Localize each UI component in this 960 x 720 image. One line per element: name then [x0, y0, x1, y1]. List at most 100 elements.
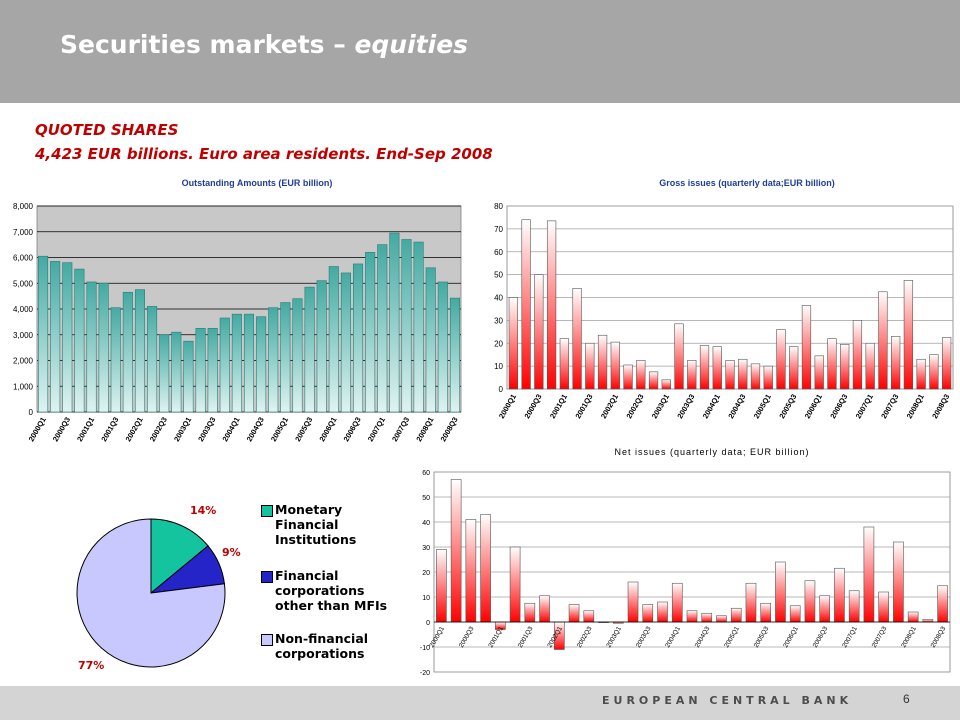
gross-issues-chart-bar: [776, 329, 786, 390]
outstanding-chart-y-tick-label: 5,000: [13, 279, 34, 288]
net-issues-chart-y-tick-label: 30: [422, 545, 430, 552]
net-issues-chart-bar: [465, 519, 477, 623]
subtitle-quoted-shares: QUOTED SHARES: [35, 121, 179, 139]
legend-swatch-nfc: [261, 634, 273, 646]
gross-issues-chart-y-tick-label: 0: [499, 385, 504, 394]
gross-issues-chart-y-tick-label: 80: [494, 202, 503, 211]
gross-issues-chart-x-tick-label: 2001Q3: [573, 393, 594, 421]
outstanding-chart-y-tick-label: 0: [29, 408, 34, 417]
outstanding-chart-title: Outstanding Amounts (EUR billion): [182, 178, 333, 188]
gross-issues-chart-bar: [725, 360, 735, 390]
outstanding-chart-y-tick-label: 1,000: [13, 382, 34, 391]
net-issues-chart-bar: [907, 611, 919, 623]
outstanding-chart-bar: [389, 232, 400, 413]
legend-nfc-line: Non-financial: [275, 631, 369, 646]
net-issues-chart-bar: [657, 601, 668, 623]
gross-issues-chart-x-tick-label: 2007Q1: [854, 393, 875, 421]
gross-issues-chart-x-tick-label: 2004Q1: [701, 393, 722, 421]
gross-issues-chart-x-tick-label: 2007Q3: [879, 393, 900, 421]
outstanding-chart-bar: [50, 261, 61, 413]
gross-issues-chart-x-tick-label: 2006Q3: [828, 393, 849, 421]
outstanding-chart-y-tick-label: 3,000: [13, 331, 34, 340]
net-issues-chart-bar: [848, 590, 860, 623]
gross-issues-chart-bar: [534, 274, 544, 390]
legend-label-nfc: Non-financial corporations: [275, 631, 368, 661]
gross-issues-chart-bar: [814, 355, 824, 390]
gross-issues-chart-x-tick-label: 2003Q1: [650, 393, 671, 421]
legend-mfi-line: Monetary: [275, 502, 343, 517]
gross-issues-chart-bar: [801, 305, 812, 390]
footer-bank-name: EUROPEAN CENTRAL BANK: [602, 694, 853, 707]
pie-label-fc: 9%: [222, 546, 241, 559]
outstanding-chart-bar: [256, 316, 267, 413]
outstanding-chart-x-tick-label: 2001Q1: [75, 416, 96, 444]
net-issues-chart-bar: [642, 604, 654, 623]
outstanding-chart-bar: [195, 328, 206, 413]
gross-issues-chart-x-tick-label: 2005Q3: [777, 393, 798, 421]
net-issues-chart-bar: [937, 585, 948, 623]
outstanding-chart-bar: [159, 334, 170, 413]
gross-issues-chart-bar: [699, 345, 710, 390]
gross-issues-chart-bar: [597, 334, 608, 390]
outstanding-chart-y-tick-label: 6,000: [13, 254, 34, 263]
net-issues-chart-y-tick-label: 10: [422, 595, 430, 602]
gross-issues-chart-x-tick-label: 2005Q1: [752, 393, 773, 421]
gross-issues-chart-bar: [572, 288, 582, 390]
net-issues-chart-bar: [789, 605, 801, 623]
net-issues-chart-y-tick-label: 20: [422, 570, 430, 577]
gross-issues-chart-bar: [610, 341, 620, 390]
gross-issues-chart-x-tick-label: 2000Q1: [497, 393, 518, 421]
net-issues-chart-bar: [671, 582, 683, 623]
outstanding-chart-x-tick-label: 2000Q1: [27, 416, 48, 444]
gross-issues-chart-bar: [687, 360, 697, 390]
gross-issues-chart-bar: [941, 337, 952, 390]
gross-issues-chart-bar: [508, 297, 519, 390]
net-issues-chart-bar: [627, 581, 639, 623]
title-main: Securities markets: [60, 30, 325, 59]
legend-fc-line: Financial: [275, 568, 339, 583]
net-issues-chart-bar: [583, 610, 595, 623]
gross-issues-chart-bar: [903, 280, 914, 390]
legend-swatch-fc: [261, 571, 273, 583]
gross-issues-chart-bar: [916, 358, 926, 390]
gross-issues-chart-bar: [521, 219, 531, 390]
pie-slice: [150, 518, 209, 595]
outstanding-chart-x-tick-label: 2007Q3: [390, 416, 411, 444]
gross-issues-chart-bar: [661, 379, 671, 390]
outstanding-chart-bar: [74, 268, 85, 413]
gross-issues-chart-x-tick-label: 2008Q3: [930, 393, 951, 421]
title-dash: –: [324, 30, 355, 59]
net-issues-chart-bar: [480, 514, 491, 623]
gross-issues-chart-x-tick-label: 2006Q1: [803, 393, 824, 421]
gross-issues-chart-y-tick-label: 10: [494, 362, 503, 371]
net-issues-chart-bar: [524, 602, 536, 623]
net-issues-chart-bar: [730, 607, 742, 623]
outstanding-chart-x-tick-label: 2000Q3: [51, 416, 72, 444]
gross-issues-chart-bar: [559, 338, 569, 390]
gross-issues-chart-bar: [712, 346, 722, 390]
net-issues-chart-y-tick-label: 0: [426, 620, 430, 627]
outstanding-chart-x-tick-label: 2004Q3: [245, 416, 266, 444]
outstanding-chart-bar: [122, 291, 133, 413]
outstanding-chart-bar: [147, 306, 158, 413]
gross-issues-chart-x-tick-label: 2002Q3: [624, 393, 645, 421]
net-issues-chart-bar: [819, 595, 830, 623]
gross-issues-chart-title: Gross issues (quarterly data;EUR billion…: [659, 178, 835, 188]
net-issues-chart-y-tick-label: 50: [422, 495, 430, 502]
outstanding-chart-bar: [171, 331, 182, 413]
outstanding-chart-bar: [449, 297, 460, 413]
outstanding-chart-bar: [38, 255, 49, 413]
gross-issues-chart-y-tick-label: 30: [494, 316, 503, 325]
gross-issues-chart-bar: [840, 344, 850, 390]
legend-fc-line: corporations: [275, 583, 365, 598]
outstanding-chart-x-tick-label: 2001Q3: [99, 416, 120, 444]
net-issues-chart-y-tick-label: -10: [420, 645, 430, 652]
outstanding-chart-x-tick-label: 2007Q1: [366, 416, 387, 444]
outstanding-chart-bar: [328, 266, 339, 413]
outstanding-chart-y-tick-label: 7,000: [13, 228, 34, 237]
pie-slice: [76, 518, 226, 668]
net-issues-chart-bar: [568, 604, 580, 623]
net-issues-chart-bar: [701, 612, 713, 623]
net-issues-chart-bar: [509, 546, 521, 623]
outstanding-chart-bar: [365, 252, 376, 413]
